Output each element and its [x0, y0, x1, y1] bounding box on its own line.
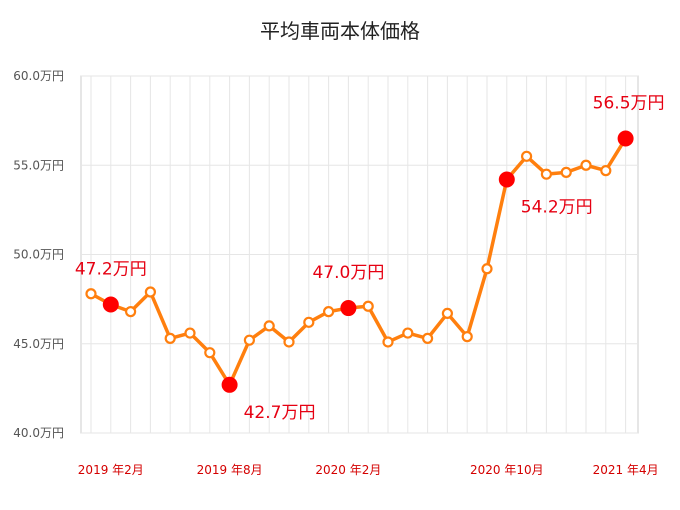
data-point-highlight [102, 296, 119, 313]
data-point [560, 166, 572, 178]
data-point [303, 316, 315, 328]
data-labels: 47.2万円 42.7万円 47.0万円 54.2万円 56.5万円 [75, 93, 665, 422]
data-point [184, 327, 196, 339]
grid-lines [81, 75, 638, 434]
data-point [580, 159, 592, 171]
data-point [461, 331, 473, 343]
y-axis-tick-labels: 40.0万円 45.0万円 50.0万円 55.0万円 60.0万円 [13, 69, 64, 440]
chart-title: 平均車両本体価格 [260, 19, 420, 43]
x-tick-label: 2020 年10月 [470, 463, 544, 477]
data-point [204, 347, 216, 359]
y-tick-label: 55.0万円 [13, 158, 64, 172]
data-label: 47.0万円 [312, 263, 384, 283]
x-tick-label: 2019 年2月 [78, 463, 144, 477]
data-label: 54.2万円 [521, 198, 593, 218]
data-point [283, 336, 295, 348]
x-tick-label: 2019 年8月 [197, 463, 263, 477]
y-tick-label: 45.0万円 [13, 337, 64, 351]
data-point [362, 300, 374, 312]
data-point-highlight [617, 130, 634, 147]
data-label: 56.5万円 [593, 93, 665, 113]
x-axis-tick-labels: 2019 年2月 2019 年8月 2020 年2月 2020 年10月 2021 年4… [78, 463, 659, 477]
data-point [323, 306, 335, 318]
data-point [85, 288, 97, 300]
data-point [243, 334, 255, 346]
data-point-highlight [340, 300, 357, 317]
data-point [263, 320, 275, 332]
data-point [422, 332, 434, 344]
data-point-highlight [221, 376, 238, 393]
y-tick-label: 40.0万円 [13, 426, 64, 440]
data-point-highlight [498, 171, 515, 188]
series-line [89, 136, 628, 387]
y-tick-label: 60.0万円 [13, 69, 64, 83]
data-point [540, 168, 553, 180]
data-point [520, 150, 533, 162]
data-point [382, 336, 394, 348]
data-point [144, 286, 156, 298]
data-point [600, 165, 612, 177]
data-label: 42.7万円 [244, 403, 316, 423]
data-point [481, 263, 493, 275]
data-label: 47.2万円 [75, 259, 147, 279]
data-point [441, 307, 453, 320]
data-points [85, 130, 634, 393]
x-tick-label: 2020 年2月 [315, 463, 381, 477]
data-point [164, 332, 176, 344]
data-point [402, 327, 414, 339]
x-tick-label: 2021 年4月 [593, 463, 659, 477]
y-tick-label: 50.0万円 [13, 248, 64, 262]
data-point [125, 306, 137, 318]
